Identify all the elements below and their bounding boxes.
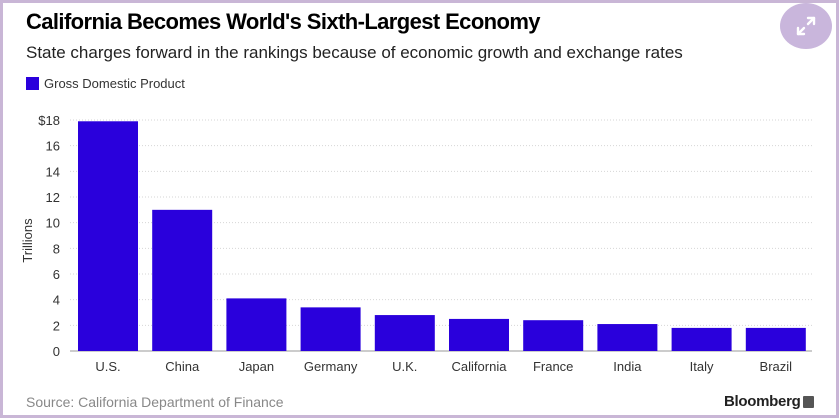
y-axis-label: Trillions xyxy=(20,218,35,263)
bar-brazil xyxy=(745,327,806,351)
y-tick-label: 10 xyxy=(46,216,60,231)
chart-subtitle: State charges forward in the rankings be… xyxy=(26,43,683,62)
x-tick-label: China xyxy=(165,359,200,374)
bar-france xyxy=(523,320,584,351)
y-tick-label: 14 xyxy=(46,164,60,179)
bar-california xyxy=(449,318,509,351)
x-tick-label: California xyxy=(452,359,508,374)
bar-uk xyxy=(374,315,435,351)
x-tick-label: Japan xyxy=(239,359,274,374)
y-tick-label: 0 xyxy=(53,344,60,359)
x-tick-label: U.S. xyxy=(95,359,120,374)
brand-name: Bloomberg xyxy=(724,393,801,410)
x-tick-label: France xyxy=(533,359,573,374)
bar-japan xyxy=(226,298,287,351)
y-tick-label: 16 xyxy=(46,139,60,154)
legend-label: Gross Domestic Product xyxy=(44,76,185,91)
bar-germany xyxy=(300,307,361,351)
y-tick-label: 2 xyxy=(53,318,60,333)
bar-italy xyxy=(671,327,732,351)
brand-logo: Bloomberg xyxy=(724,393,815,410)
x-tick-label: U.K. xyxy=(392,359,417,374)
chart-title: California Becomes World's Sixth-Largest… xyxy=(26,9,541,34)
y-tick-label: $18 xyxy=(38,113,60,128)
expand-arrows-icon xyxy=(796,16,816,36)
bar-india xyxy=(597,324,658,351)
y-tick-label: 6 xyxy=(53,267,60,282)
bloomberg-badge-icon xyxy=(803,395,815,408)
x-axis-ticks: U.S. China Japan Germany U.K. California Franc… xyxy=(95,359,792,374)
bar-china xyxy=(152,209,213,351)
expand-button[interactable] xyxy=(780,3,832,49)
legend: Gross Domestic Product xyxy=(26,76,185,91)
x-tick-label: Brazil xyxy=(760,359,793,374)
source-note: Source: California Department of Finance xyxy=(26,394,284,410)
bar-us xyxy=(78,121,138,352)
y-tick-label: 12 xyxy=(46,190,60,205)
x-tick-label: India xyxy=(613,359,642,374)
bars xyxy=(78,121,806,352)
x-tick-label: Italy xyxy=(690,359,714,374)
y-tick-label: 8 xyxy=(53,241,60,256)
y-axis-ticks: 0 2 4 6 8 10 12 14 16 $18 xyxy=(38,113,60,359)
y-tick-label: 4 xyxy=(53,293,60,308)
x-tick-label: Germany xyxy=(304,359,358,374)
legend-swatch xyxy=(26,77,39,90)
